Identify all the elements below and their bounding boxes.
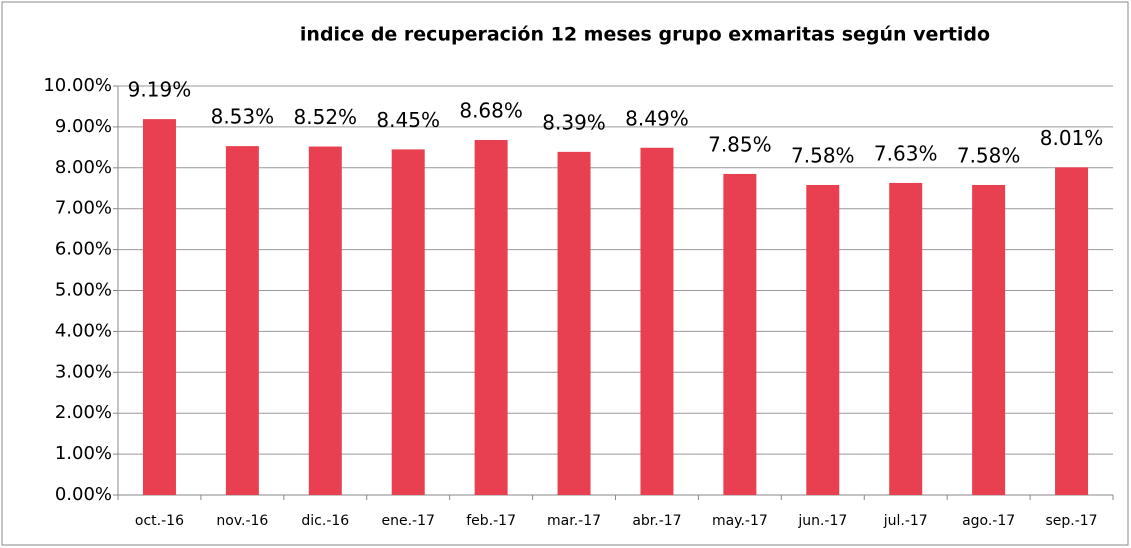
x-tick-label: feb.-17 [466,513,516,529]
data-label: 8.45% [376,108,440,132]
bar [1055,167,1089,496]
x-tick-label: ene.-17 [381,513,434,529]
data-label: 7.63% [874,141,938,165]
y-tick-label: 8.00% [55,157,112,178]
x-tick-label: may.-17 [712,513,768,529]
x-tick-label: abr.-17 [632,513,681,529]
y-tick-label: 7.00% [55,198,112,219]
y-tick-label: 9.00% [55,116,112,137]
y-tick-label: 0.00% [55,484,112,505]
data-label: 7.58% [791,143,855,167]
bar [391,149,425,495]
y-tick-label: 1.00% [55,443,112,464]
y-tick-label: 3.00% [55,361,112,382]
x-tick-label: oct.-16 [135,513,184,529]
data-label: 8.68% [459,98,523,122]
y-tick-label: 6.00% [55,239,112,260]
data-label: 8.01% [1040,126,1104,150]
x-tick-label: mar.-17 [547,513,601,529]
bar [640,147,674,495]
data-label: 8.49% [625,106,689,130]
bar [806,184,840,495]
y-tick-label: 2.00% [55,402,112,423]
data-label: 8.39% [542,110,606,134]
chart-title: indice de recuperación 12 meses grupo ex… [300,24,990,46]
bar [142,119,176,495]
bar [557,151,591,495]
bar [474,139,508,495]
y-tick-label: 10.00% [43,75,112,96]
data-label: 8.53% [211,105,275,129]
bar [889,182,923,496]
x-tick-label: ago.-17 [962,513,1015,529]
x-tick-label: nov.-16 [216,513,268,529]
x-tick-label: jun.-17 [797,513,847,529]
x-tick-label: jul.-17 [883,513,928,529]
data-label: 7.85% [708,132,772,156]
data-label: 9.19% [128,78,192,102]
x-tick-label: dic.-16 [301,513,349,529]
x-tick-label: sep.-17 [1045,513,1097,529]
bar [972,184,1006,495]
y-tick-label: 4.00% [55,320,112,341]
data-label: 7.58% [957,143,1021,167]
bar [225,146,259,496]
y-tick-label: 5.00% [55,280,112,301]
bar [723,173,757,495]
bar [308,146,342,496]
data-label: 8.52% [294,105,358,129]
